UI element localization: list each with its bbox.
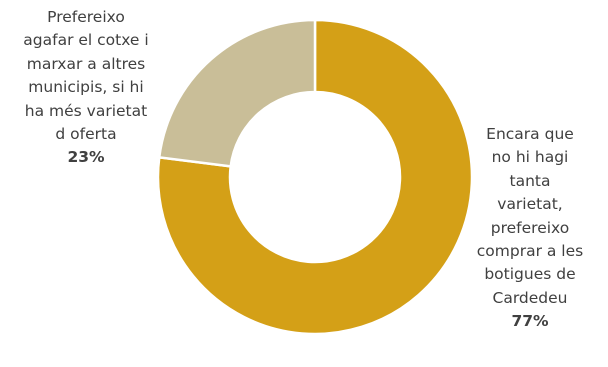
slice-label-line: Prefereixo: [47, 8, 125, 26]
slice-label-line: tanta: [509, 171, 551, 190]
slice-label-line: varietat,: [497, 195, 563, 214]
slice-label-line: botigues de: [484, 265, 576, 284]
slice-label-local-shopping: Encara que no hi hagi tanta varietat, pr…: [456, 123, 604, 334]
slice-label-line: municipis, si hi: [28, 78, 144, 97]
slice-percent-label: 23%: [67, 148, 105, 167]
slice-label-line: ha més varietat: [24, 101, 148, 120]
slice-label-other-municipalities: Prefereixo agafar el cotxe i marxar a al…: [2, 6, 170, 170]
slice-label-line: Cardedeu: [492, 288, 568, 307]
slice-label-line: Encara que: [486, 125, 574, 143]
slice-label-line: agafar el cotxe i: [23, 31, 149, 50]
donut-slice-0: [156, 18, 474, 336]
slice-label-line: d oferta: [55, 125, 117, 144]
slice-label-line: comprar a les: [476, 242, 584, 261]
donut-slice-1: [157, 18, 317, 168]
slice-label-line: marxar a altres: [26, 54, 146, 73]
slice-label-line: no hi hagi: [491, 148, 569, 167]
slice-label-line: prefereixo: [490, 218, 570, 237]
slice-percent-label: 77%: [511, 312, 549, 331]
